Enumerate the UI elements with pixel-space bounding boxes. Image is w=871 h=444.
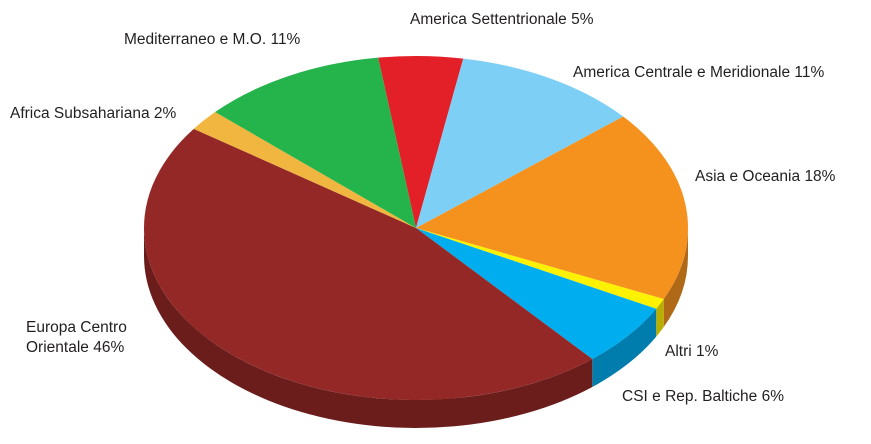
category-label: Altri [665,343,692,360]
value-label: 11% [270,31,301,48]
pie-slice [193,112,416,228]
value-label: 6% [761,388,784,405]
pie-slice [215,57,416,229]
pie-slice [416,228,657,359]
category-label: Mediterraneo e M.O. [124,31,267,48]
value-label: 2% [153,105,177,122]
slice-label: America Settentrionale 5% [410,10,594,30]
pie-slice [416,116,688,300]
value-label: 11% [794,64,825,81]
value-label: 1% [696,343,719,360]
category-label: America Settentrionale [410,11,567,28]
slice-label: Mediterraneo e M.O. 11% [124,30,300,50]
pie-slice [416,58,624,228]
slice-label: CSI e Rep. Baltiche 6% [622,387,784,407]
category-label: Africa Subsahariana [10,105,150,122]
pie-slice [144,128,593,400]
category-label: Asia e Oceania [695,168,801,185]
slice-label: Europa Centro Orientale 46% [26,318,151,358]
slice-label: Asia e Oceania 18% [695,167,835,187]
slice-label: Altri 1% [665,342,718,362]
slice-label: America Centrale e Meridionale 11% [573,63,824,83]
pie-side [144,228,593,428]
pie-slice [416,228,664,309]
pie-side [656,299,664,337]
category-label: America Centrale e Meridionale [573,64,791,81]
pie-slice [378,56,464,229]
category-label: CSI e Rep. Baltiche [622,388,758,405]
slice-label: Africa Subsahariana 2% [10,104,176,124]
value-label: 18% [804,168,836,185]
category-label: Europa Centro Orientale [26,319,127,356]
pie-side [663,228,688,328]
pie-side [592,308,657,387]
value-label: 5% [571,11,594,28]
value-label: 46% [93,339,125,356]
